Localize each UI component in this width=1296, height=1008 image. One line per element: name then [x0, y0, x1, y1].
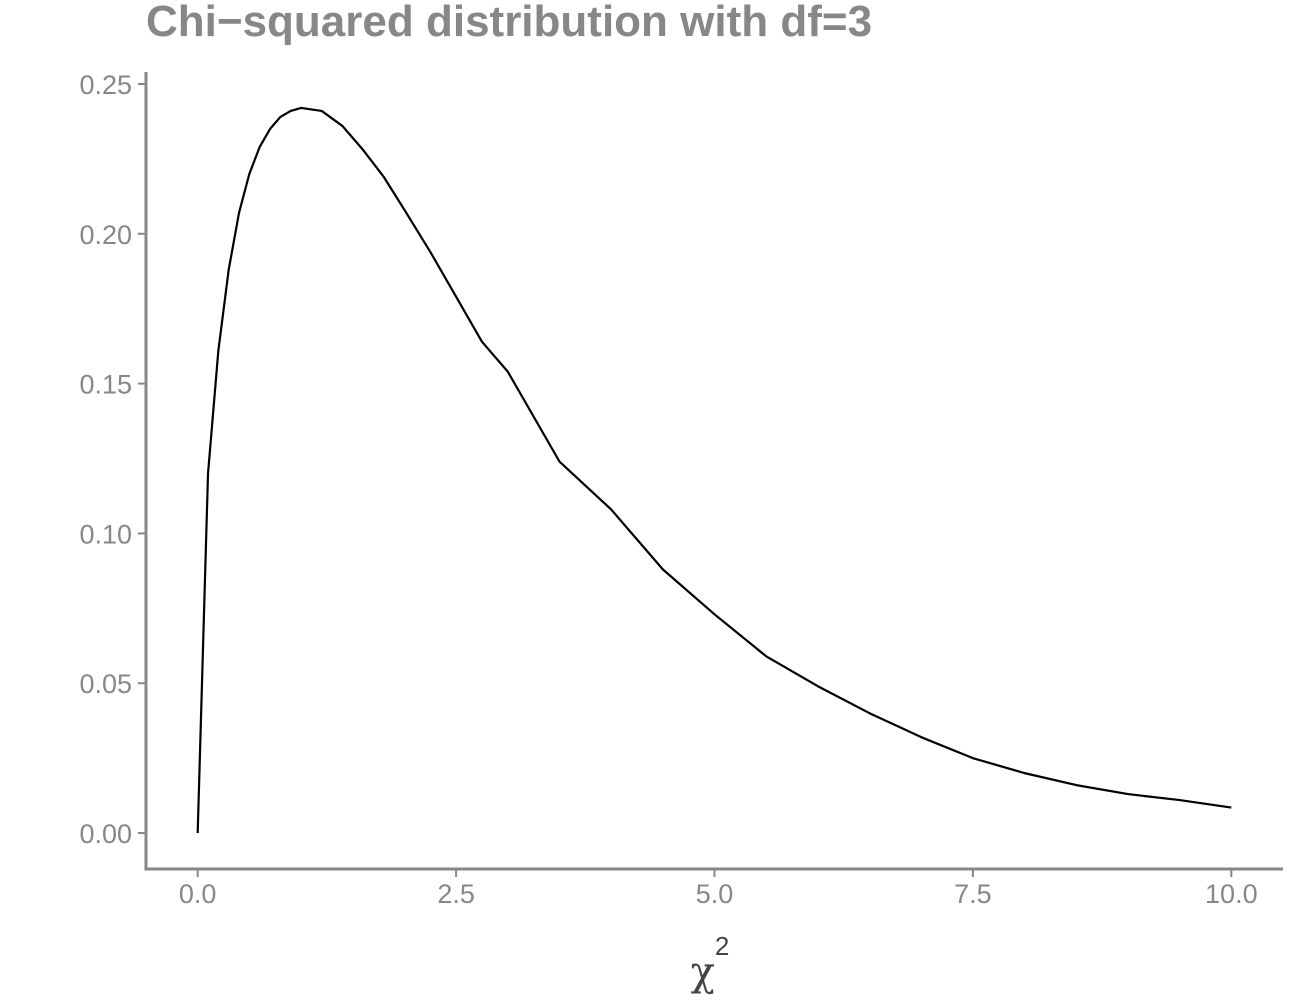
x-tick-label: 0.0 — [179, 879, 217, 909]
y-tick-label: 0.25 — [79, 70, 132, 100]
x-tick-label: 7.5 — [954, 879, 992, 909]
series-layer — [196, 106, 1232, 834]
chart-title: Chi−squared distribution with df=3 — [146, 0, 873, 46]
y-tick-label: 0.05 — [79, 669, 132, 699]
x-tick-label: 10.0 — [1205, 879, 1258, 909]
x-axis-label-superscript: 2 — [715, 931, 729, 961]
density-line — [196, 106, 1232, 834]
y-tick-label: 0.00 — [79, 819, 132, 849]
y-tick-label: 0.10 — [79, 519, 132, 549]
x-axis-label-symbol: χ — [691, 949, 715, 995]
x-axis-label: χ2 — [691, 931, 730, 995]
y-tick-label: 0.20 — [79, 220, 132, 250]
x-axis: 0.0 2.5 5.0 7.5 10.0 — [144, 867, 1283, 909]
x-tick-label: 2.5 — [437, 879, 475, 909]
y-axis: 0.00 0.05 0.10 0.15 0.20 0.25 — [79, 70, 148, 871]
x-tick-label: 5.0 — [696, 879, 734, 909]
y-tick-label: 0.15 — [79, 370, 132, 400]
